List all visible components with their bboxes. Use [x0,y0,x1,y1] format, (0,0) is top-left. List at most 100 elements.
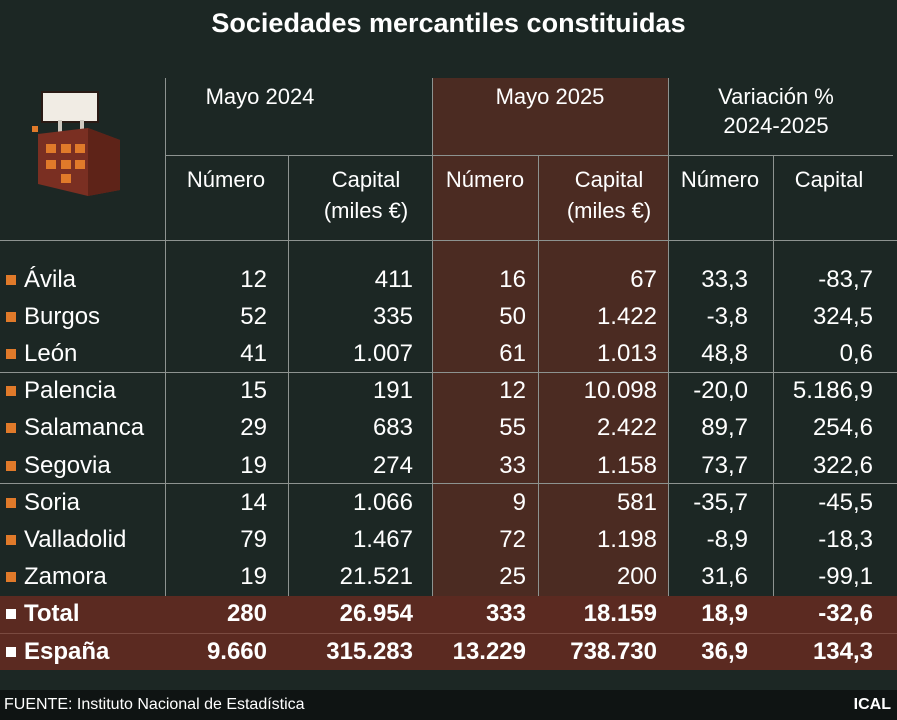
column-header: Número [186,167,266,192]
column-header: Capital [574,167,644,192]
bullet [6,386,16,397]
bullet [6,646,16,657]
cell: 18.159 [583,600,657,627]
cell: -83,7 [818,266,873,293]
cell: 25 [499,562,526,590]
cell: 683 [372,414,413,442]
cell: 13.229 [452,637,526,665]
cell: 10.098 [583,377,657,405]
cell: 1.007 [352,340,413,368]
cell: 12 [499,377,526,405]
cell: 254,6 [812,414,873,442]
cell: 322,6 [812,451,873,479]
h-rule [165,155,893,156]
row-label: Total [24,600,80,627]
row-label: Segovia [24,451,111,479]
cell: 52 [240,303,267,331]
cell: 19 [240,562,267,590]
h-rule [0,483,897,484]
cell: 1.158 [596,451,657,479]
bullet [6,534,16,545]
cell: 134,3 [812,637,873,665]
cell: 315.283 [326,637,413,665]
cell: 16 [499,266,526,293]
cell: 1.467 [352,525,413,553]
bullet [6,571,16,582]
row-label: León [24,340,78,368]
row-label: Salamanca [24,414,145,442]
column-header: Número [445,167,525,192]
row-label: Burgos [24,303,101,331]
cell: 72 [499,525,526,553]
cell: -18,3 [818,525,873,553]
cell: 411 [374,266,413,293]
cell: 5.186,9 [792,377,873,405]
column-header: Capital [794,167,864,192]
cell: 26.954 [339,600,413,627]
column-header: (miles €) [323,198,409,223]
cell: 14 [240,488,267,516]
row-label: Palencia [24,377,117,405]
group-header: Mayo 2024 [205,84,315,109]
cell: 1.422 [596,303,657,331]
cell: 61 [499,340,526,368]
cell: 36,9 [701,637,748,665]
bullet [6,423,16,434]
cell: 324,5 [812,303,873,331]
bullet [6,460,16,471]
cell: 12 [240,266,267,293]
cell: 1.066 [352,488,413,516]
cell: 9.660 [206,637,267,665]
cell: 738.730 [570,637,657,665]
bullet [6,349,16,360]
building-icon [32,91,120,196]
cell: 274 [372,451,413,479]
cell: 18,9 [701,600,748,627]
source: FUENTE: Instituto Nacional de Estadístic… [4,696,305,713]
v-rule [773,155,774,596]
bullet [6,275,16,285]
cell: 41 [240,340,267,368]
cell: 31,6 [701,562,748,590]
cell: 21.521 [339,562,413,590]
cell: -20,0 [693,377,748,405]
group-header: 2024-2025 [723,113,829,138]
cell: 67 [630,266,657,293]
cell: 0,6 [839,340,873,368]
cell: 200 [616,562,657,590]
bullet [6,609,16,619]
v-rule [165,78,166,596]
v-rule [538,155,539,596]
cell: 89,7 [701,414,748,442]
row-label: Valladolid [24,525,127,553]
cell: 55 [499,414,526,442]
cell: 1.013 [596,340,657,368]
cell: 333 [485,600,526,627]
row-label: Ávila [24,266,77,293]
cell: 73,7 [701,451,748,479]
cell: -35,7 [693,488,748,516]
cell: 191 [372,377,413,405]
cell: 29 [240,414,267,442]
row-label: Soria [24,488,81,516]
row-label: Zamora [24,562,107,590]
h-rule [0,372,897,373]
cell: 15 [240,377,267,405]
highlight-column [432,78,668,596]
cell: 19 [240,451,267,479]
cell: 2.422 [596,414,657,442]
column-header: (miles €) [566,198,652,223]
h-rule [0,240,897,241]
brand: ICAL [853,696,891,713]
title: Sociedades mercantiles constituidas [211,8,686,38]
cell: 1.198 [596,525,657,553]
footer-band [0,690,897,720]
cell: 280 [226,600,267,627]
v-rule [668,78,669,596]
cell: -45,5 [818,488,873,516]
cell: -8,9 [706,525,748,553]
bullet [6,312,16,323]
cell: -32,6 [818,600,873,627]
bullet [6,497,16,508]
